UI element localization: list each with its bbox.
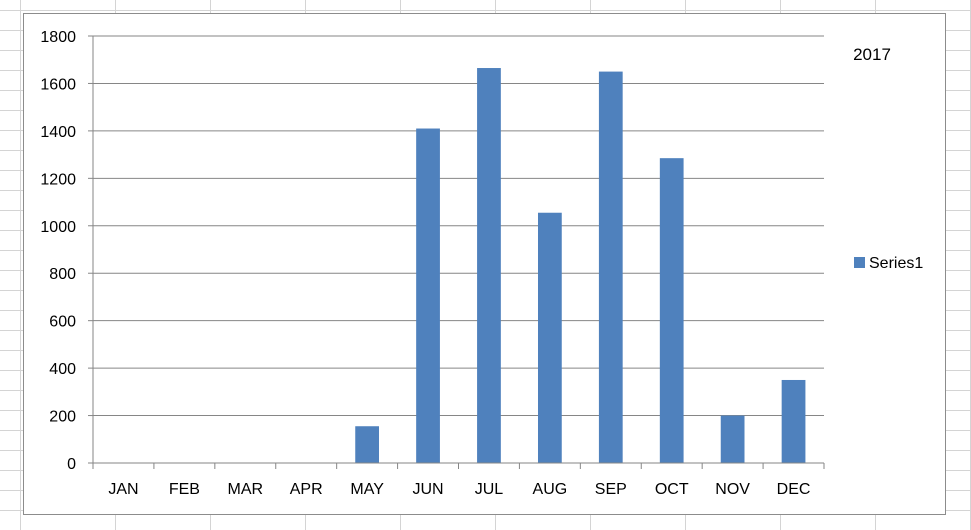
x-tick-label: JUN bbox=[412, 481, 443, 498]
y-tick-label: 1800 bbox=[40, 29, 76, 46]
x-tick-label: NOV bbox=[715, 481, 750, 498]
gridlines bbox=[93, 35, 824, 417]
x-tick-label: SEP bbox=[595, 481, 627, 498]
x-tick-label: AUG bbox=[533, 481, 568, 498]
x-tick-label: OCT bbox=[655, 481, 689, 498]
bars bbox=[355, 68, 806, 464]
legend-label: Series1 bbox=[869, 255, 923, 272]
bar-aug bbox=[537, 212, 562, 463]
bar-sep bbox=[598, 71, 623, 464]
y-tick-label: 400 bbox=[49, 361, 76, 378]
y-tick-label: 1400 bbox=[40, 124, 76, 141]
legend-swatch bbox=[854, 257, 865, 268]
x-axis-tick-labels: JAN FEB MAR APR MAY JUN JUL AUG SEP OCT NOV DEC bbox=[108, 481, 810, 498]
bar-nov bbox=[720, 415, 745, 463]
x-tick-label: FEB bbox=[169, 481, 200, 498]
y-tick-label: 200 bbox=[49, 409, 76, 426]
y-tick-label: 1200 bbox=[40, 171, 76, 188]
bar-jul bbox=[477, 68, 501, 464]
legend: Series1 bbox=[854, 255, 923, 272]
y-tick-label: 1000 bbox=[40, 219, 76, 236]
x-tick-label: JUL bbox=[475, 481, 504, 498]
x-tick-label: MAR bbox=[228, 481, 264, 498]
chart-title: 2017 bbox=[853, 45, 891, 64]
y-tick-label: 600 bbox=[49, 314, 76, 331]
y-tick-label: 800 bbox=[49, 266, 76, 283]
x-tick-label: APR bbox=[290, 481, 323, 498]
y-tick-label: 1600 bbox=[40, 76, 76, 93]
bar-chart: 0 200 400 600 800 1000 1200 1400 1600 1800 JAN FEB… bbox=[40, 29, 923, 498]
bar-may bbox=[355, 426, 380, 463]
y-axis-tick-labels: 0 200 400 600 800 1000 1200 1400 1600 1800 bbox=[40, 29, 76, 473]
bar-jun bbox=[416, 128, 440, 463]
x-tick-label: JAN bbox=[108, 481, 138, 498]
x-tick-label: DEC bbox=[777, 481, 811, 498]
chart-area: 0 200 400 600 800 1000 1200 1400 1600 1800 JAN FEB… bbox=[23, 13, 946, 515]
axes bbox=[88, 35, 825, 469]
y-tick-label: 0 bbox=[67, 456, 76, 473]
bar-dec bbox=[781, 379, 806, 463]
x-tick-label: MAY bbox=[350, 481, 384, 498]
bar-oct bbox=[659, 158, 684, 464]
